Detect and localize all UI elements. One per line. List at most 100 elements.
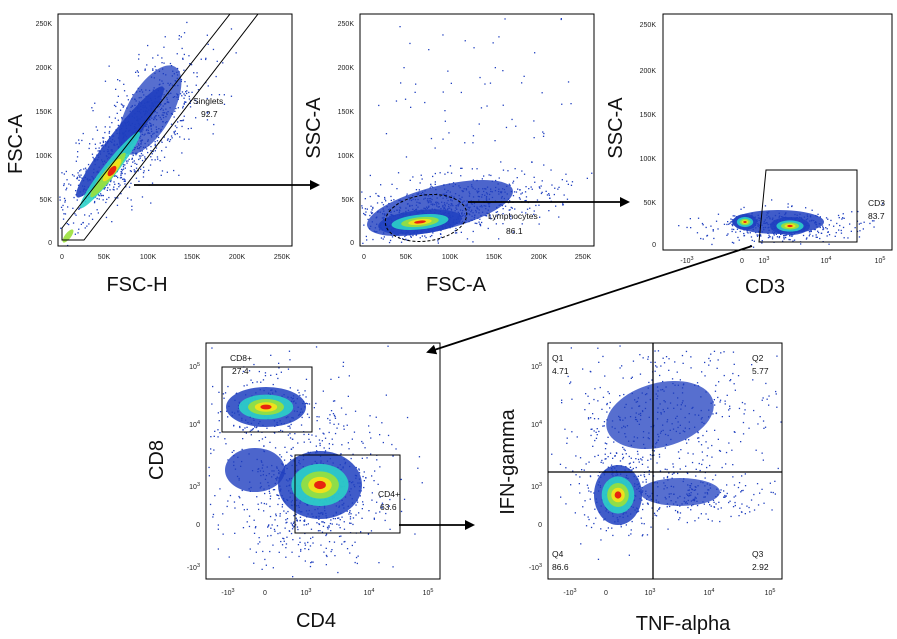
event-dot [541, 92, 543, 94]
event-dot [730, 218, 732, 220]
event-dot [368, 510, 370, 512]
event-dot [756, 220, 758, 222]
density-contour [614, 491, 622, 499]
event-dot [300, 548, 302, 551]
x-tick: -103 [563, 588, 576, 597]
event-dot [452, 205, 454, 207]
event-dot [239, 426, 241, 429]
event-dot [768, 234, 770, 236]
event-dot [296, 526, 299, 528]
event-dot [219, 411, 222, 413]
event-dot [593, 430, 595, 432]
event-dot [801, 217, 803, 220]
event-dot [392, 455, 394, 457]
event-dot [625, 524, 627, 526]
event-dot [427, 206, 430, 208]
event-dot [322, 432, 324, 434]
event-dot [119, 80, 121, 82]
event-dot [432, 175, 434, 178]
x-axis-label: FSC-A [426, 274, 487, 296]
event-dot [391, 183, 393, 185]
event-dot [308, 433, 310, 435]
event-dot [521, 170, 523, 172]
event-dot [256, 496, 258, 498]
event-dot [171, 137, 173, 139]
event-dot [117, 176, 119, 179]
event-dot [590, 371, 592, 373]
event-dot [705, 441, 707, 443]
event-dot [108, 116, 111, 118]
event-dot [128, 186, 131, 188]
event-dot [738, 515, 740, 517]
event-dot [430, 203, 432, 205]
event-dot [113, 104, 116, 107]
event-dot [173, 169, 175, 172]
event-dot [66, 179, 68, 181]
event-dot [521, 211, 523, 213]
event-dot [420, 174, 422, 176]
event-dot [144, 158, 146, 160]
event-dot [464, 215, 466, 218]
event-dot [186, 92, 188, 95]
event-dot [587, 395, 589, 397]
event-dot [364, 447, 366, 449]
event-dot [273, 528, 276, 531]
event-dot [182, 58, 184, 60]
event-dot [603, 425, 605, 427]
x-tick: 200K [531, 254, 548, 261]
event-dot [658, 453, 661, 456]
event-dot [734, 215, 736, 217]
y-tick: 103 [531, 482, 542, 491]
event-dot [720, 507, 722, 509]
event-dot [387, 209, 390, 211]
event-dot [415, 234, 418, 236]
event-dot [815, 234, 817, 236]
event-dot [504, 205, 507, 207]
event-dot [355, 466, 357, 469]
event-dot [350, 522, 352, 524]
event-dot [555, 205, 557, 207]
event-dot [143, 170, 145, 172]
event-dot [592, 445, 594, 447]
event-dot [211, 94, 213, 96]
event-dot [393, 199, 395, 201]
event-dot [731, 221, 733, 223]
event-dot [361, 191, 363, 193]
event-dot [305, 402, 307, 404]
event-dot [265, 503, 268, 505]
event-dot [642, 534, 644, 536]
y-tick: -103 [187, 563, 200, 572]
event-dot [78, 179, 80, 181]
event-dot [104, 141, 107, 143]
event-dot [76, 176, 79, 178]
event-dot [481, 178, 483, 180]
event-dot [812, 235, 814, 237]
event-dot [124, 167, 126, 169]
event-dot [646, 502, 649, 504]
y-tick: 0 [48, 240, 52, 247]
event-dot [412, 208, 414, 210]
event-dot [303, 441, 305, 443]
event-dot [148, 169, 150, 171]
event-dot [326, 526, 329, 528]
event-dot [407, 209, 410, 211]
event-dot [666, 468, 668, 471]
event-dot [322, 390, 324, 392]
event-dot [277, 377, 279, 380]
event-dot [255, 551, 257, 553]
event-dot [682, 362, 684, 364]
event-dot [195, 99, 197, 101]
event-dot [183, 93, 185, 95]
event-dot [216, 60, 218, 62]
event-dot [254, 426, 256, 428]
event-dot [724, 400, 726, 402]
event-dot [506, 193, 508, 195]
event-dot [123, 105, 125, 107]
event-dot [287, 368, 290, 370]
event-dot [349, 511, 351, 514]
event-dot [270, 534, 272, 537]
event-dot [622, 456, 625, 459]
event-dot [560, 18, 562, 20]
event-dot [309, 441, 312, 443]
event-dot [286, 521, 288, 523]
